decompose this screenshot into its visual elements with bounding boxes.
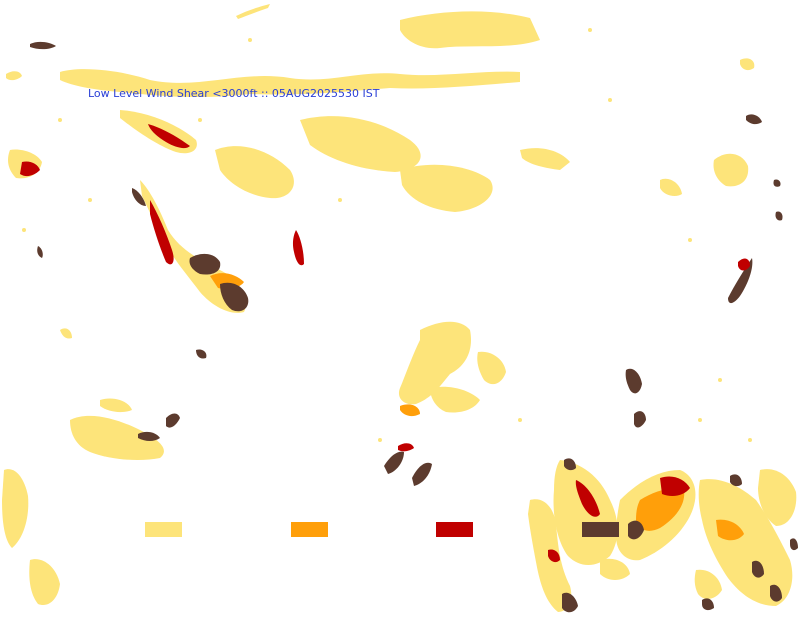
speckle (378, 438, 382, 442)
speckle (688, 238, 692, 242)
speckle (198, 118, 202, 122)
speckle (698, 418, 702, 422)
speckle (88, 198, 92, 202)
speckle (608, 98, 612, 102)
speckle (748, 438, 752, 442)
shear-area (400, 11, 540, 48)
speckle (718, 378, 722, 382)
map-title: Low Level Wind Shear <3000ft :: 05AUG202… (88, 87, 379, 101)
speckle (22, 228, 26, 232)
speckle (58, 118, 62, 122)
speckle (248, 38, 252, 42)
speckle (588, 28, 592, 32)
speckle (338, 198, 342, 202)
speckle (518, 418, 522, 422)
